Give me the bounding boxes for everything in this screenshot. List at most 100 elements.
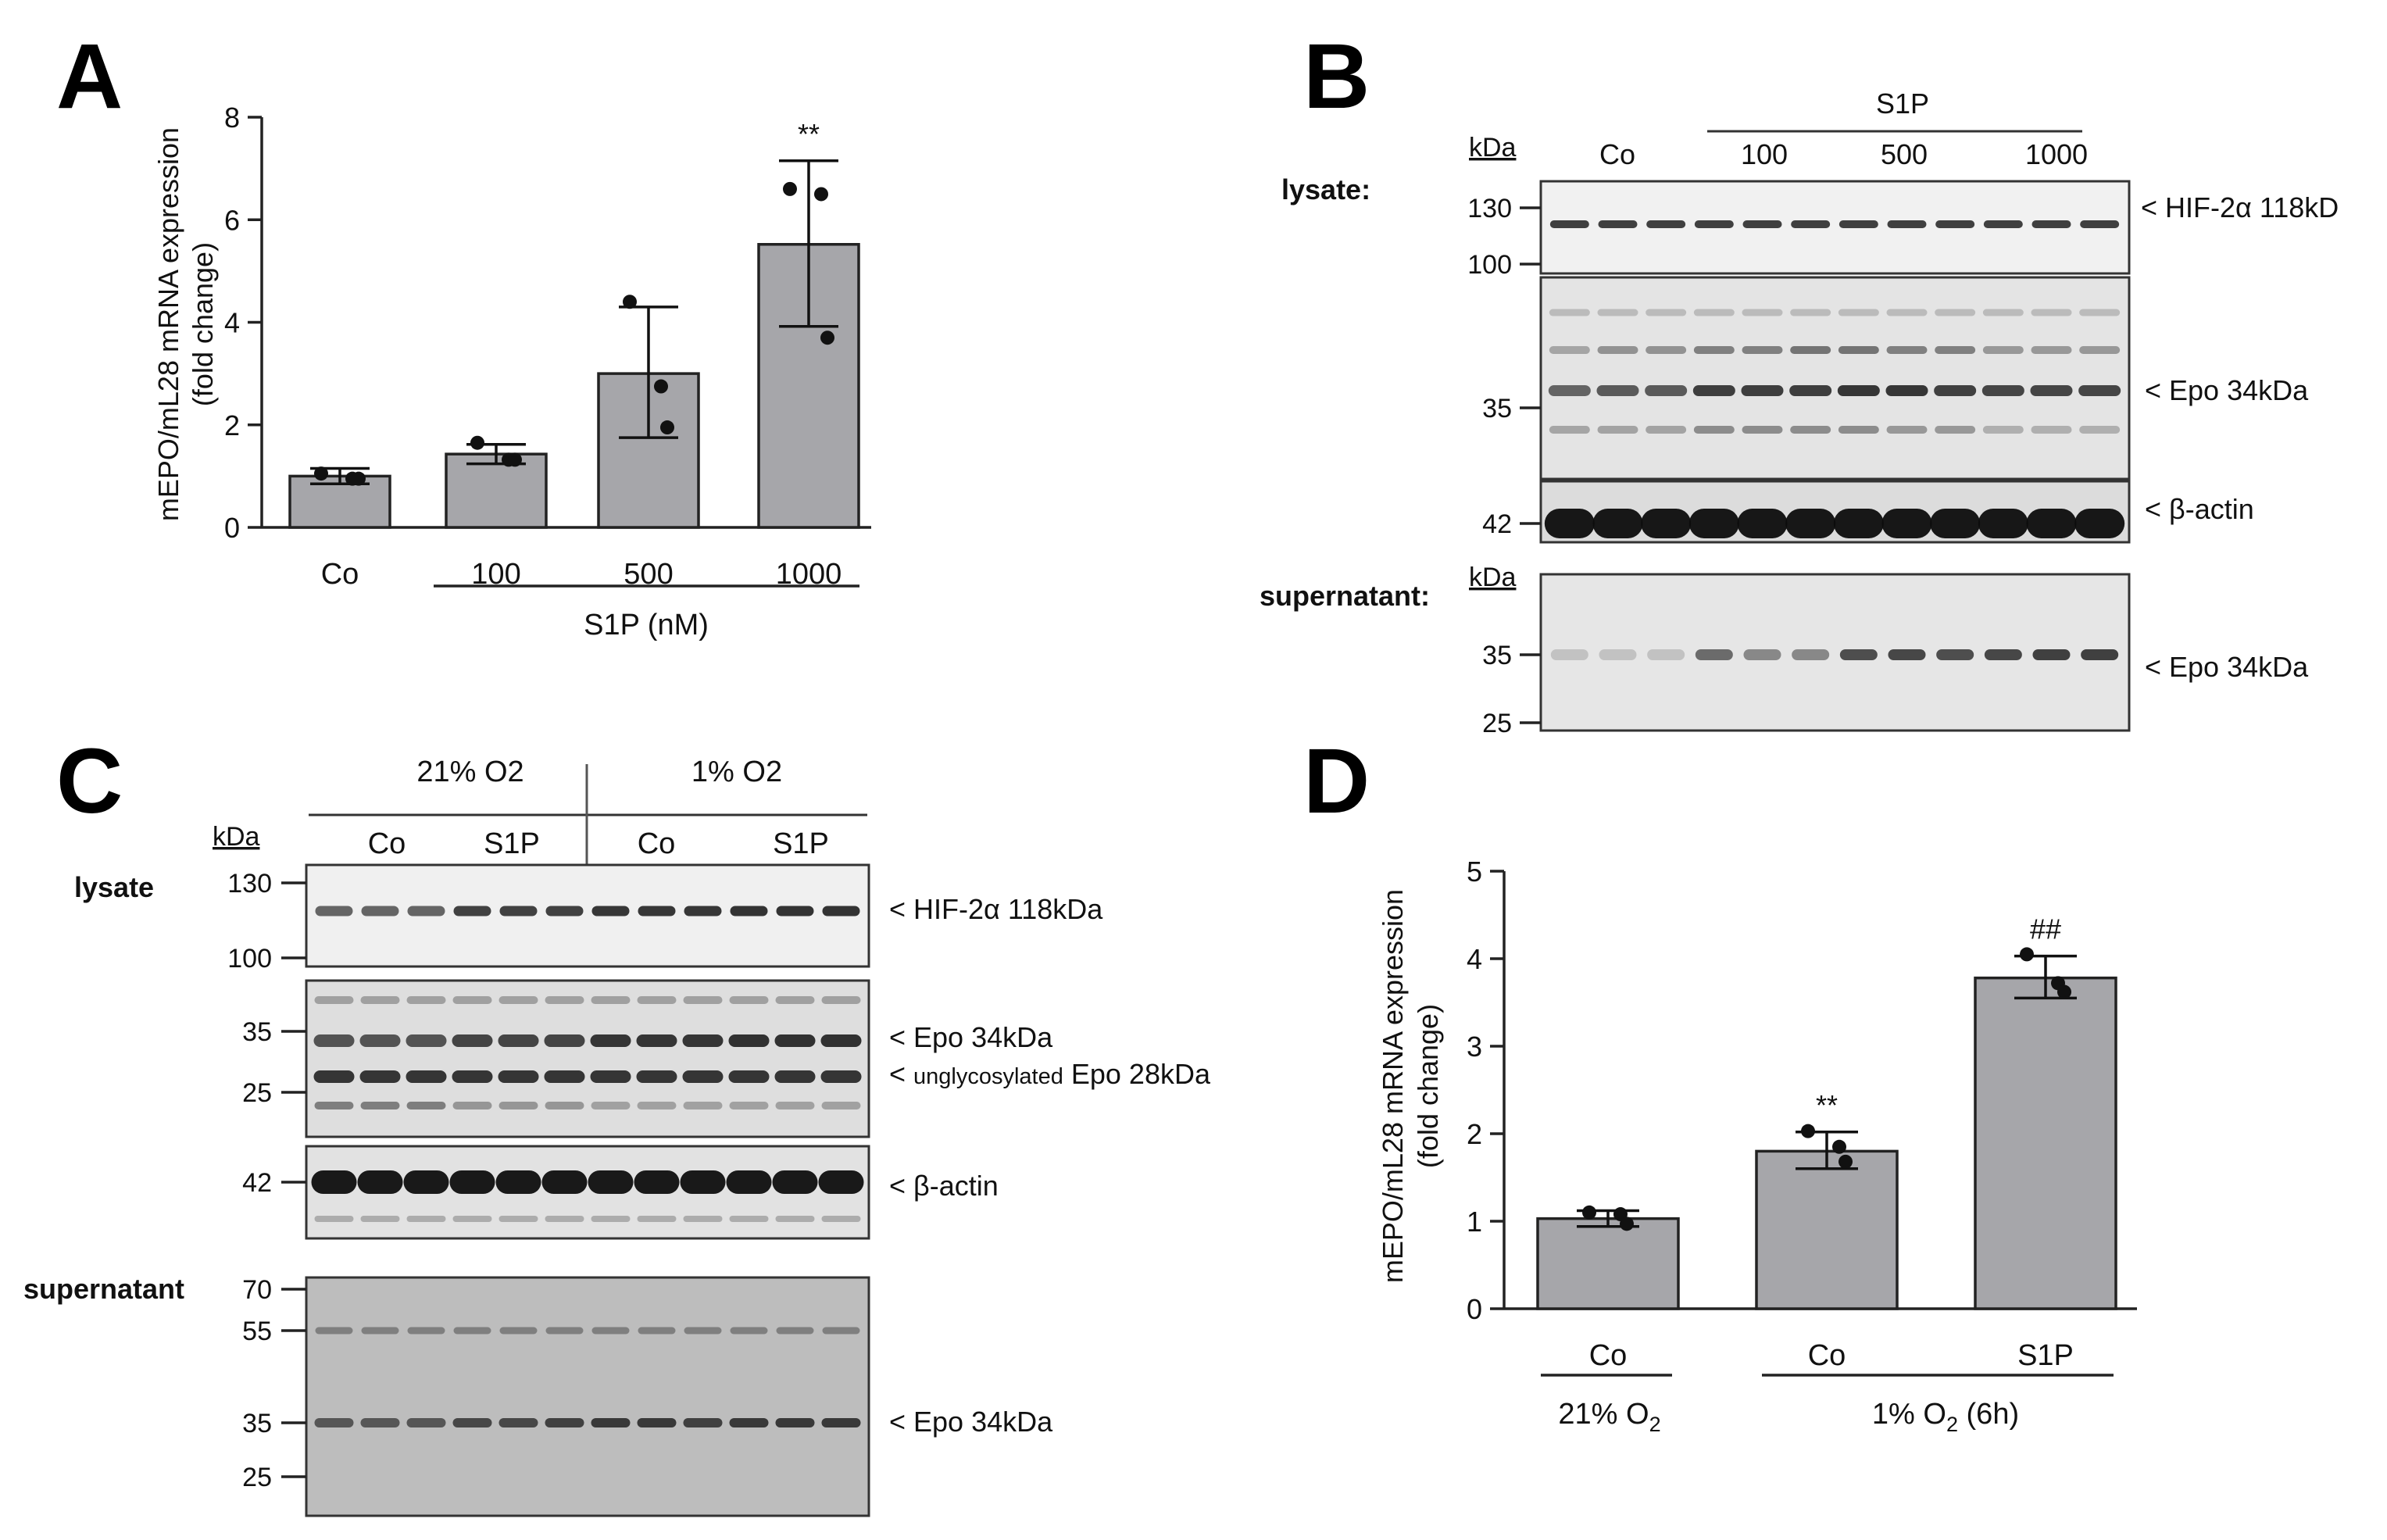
blot-c-epo-band-low <box>545 1102 584 1109</box>
blot-c-sup-band-55 <box>407 1327 445 1335</box>
chart-d-ytick-label: 2 <box>1467 1118 1482 1150</box>
blot-c-epo-band-34 <box>359 1034 401 1047</box>
blot-b-epo-band-main <box>1548 385 1591 396</box>
blot-b-hif-band <box>1838 220 1878 228</box>
blot-c-actin-strip <box>306 1146 869 1238</box>
blot-b-epo-band-mid <box>1935 346 1976 354</box>
chart-a-category-label: Co <box>321 558 359 591</box>
blot-c-sup-band-55 <box>776 1327 814 1335</box>
blot-b-treatment-label: S1P <box>1876 88 1929 120</box>
blot-b-epo-band-lower <box>2079 426 2121 434</box>
blot-c-epo-band-top <box>545 996 584 1004</box>
blot-c-hif-band <box>822 906 860 916</box>
blot-b-epo-band-main <box>1885 385 1928 396</box>
blot-c-marker-42: 42 <box>242 1168 272 1198</box>
blot-b-epo-band-lower <box>1838 426 1879 434</box>
blot-c-actin-band <box>772 1170 818 1194</box>
blot-b-actin-band <box>1592 509 1643 538</box>
blot-c-sup-epo-label: < Epo 34kDa <box>889 1406 1053 1438</box>
blot-b-epo-band-upper <box>1935 309 1976 316</box>
blot-c-condition-21: 21% O2 <box>416 756 523 788</box>
chart-d-plot: 0 1 2 3 4 5 Co Co ** S1P ## <box>1467 856 2137 1372</box>
blot-c-actin-band-lower <box>775 1216 815 1222</box>
panel-letter-b: B <box>1303 25 1370 128</box>
blot-b-actin-band <box>1881 509 1932 538</box>
blot-c-hif-band <box>499 906 538 916</box>
blot-c-sup-band-35 <box>637 1418 677 1427</box>
blot-c-actin-band <box>818 1170 864 1194</box>
blot-b-epo-band-lower <box>2031 426 2072 434</box>
blot-c-epo-band-34 <box>682 1034 724 1047</box>
blot-c-hif-band <box>361 906 399 916</box>
chart-a-ytick-label: 0 <box>224 512 240 544</box>
blot-b-sup-band <box>1839 649 1878 660</box>
blot-c-hif-band <box>315 906 353 916</box>
blot-c-marker-25: 25 <box>242 1078 272 1108</box>
chart-a-xlabel: S1P (nM) <box>584 609 709 641</box>
blot-b-actin-label: < β-actin <box>2145 493 2254 525</box>
blot-b-hif-strip <box>1541 181 2129 273</box>
blot-c-hif-band <box>453 906 491 916</box>
blot-c-sup-band-55 <box>315 1327 353 1335</box>
blot-c-epo-band-top <box>360 996 400 1004</box>
blot-c-sup-band-35 <box>683 1418 723 1427</box>
blot-b-sup-marker-25: 25 <box>1482 709 1512 738</box>
chart-d-significance: ** <box>1816 1089 1838 1121</box>
blot-c-actin-band-lower <box>591 1216 631 1222</box>
blot-b-sup-band <box>1984 649 2022 660</box>
blot-c-epo-band-low <box>314 1102 354 1109</box>
chart-a-ytick-label: 8 <box>224 102 240 134</box>
blot-b-epo-frame <box>1539 276 2131 481</box>
blot-c-epo-band-top <box>406 996 446 1004</box>
blot-c-kda: kDa <box>213 822 260 852</box>
chart-a-data-point <box>508 452 522 467</box>
chart-d-bar <box>1536 1217 1680 1310</box>
chart-d-bar <box>1755 1149 1899 1310</box>
blot-b-kda-sup: kDa <box>1469 563 1517 592</box>
chart-d-group-21-sub: 2 <box>1649 1413 1661 1436</box>
blot-b-epo-bands <box>1548 309 2121 434</box>
chart-a-ytick-label: 4 <box>224 307 240 339</box>
panel-letter-a: A <box>56 25 123 128</box>
blot-b-hif-band <box>1694 220 1734 228</box>
blot-c-epo-band-low <box>729 1102 769 1109</box>
chart-d-ytick-label: 0 <box>1467 1293 1482 1325</box>
chart-d-ylabel-line1: mEPO/mL28 mRNA expression <box>1377 889 1409 1283</box>
blot-c-epo-band-top <box>314 996 354 1004</box>
blot-c-condition-1: 1% O2 <box>691 756 782 788</box>
blot-b-epo-band-main <box>1645 385 1688 396</box>
blot-b-sup-band <box>1550 649 1588 660</box>
blot-c-epo-band-low <box>591 1102 631 1109</box>
chart-d-group-1-suffix: (6h) <box>1958 1398 2019 1431</box>
chart-a-ylabel-line2: (fold change) <box>187 242 219 406</box>
blot-c-sup-marker-70: 70 <box>242 1275 272 1305</box>
blot-c-actin-band-lower <box>637 1216 677 1222</box>
blot-b-actin-band <box>1833 509 1884 538</box>
blot-c-epo-band-34 <box>820 1034 862 1047</box>
blot-c-sup-band-55 <box>361 1327 399 1335</box>
blot-b-sup-band <box>2032 649 2071 660</box>
chart-a-data-point <box>783 181 797 196</box>
blot-c-actin-band <box>541 1170 588 1194</box>
blot-b-epo-band-lower <box>1646 426 1687 434</box>
blot-c-actin-band <box>680 1170 726 1194</box>
blot-c-hif-band <box>730 906 768 916</box>
blot-b-marker-42: 42 <box>1482 509 1512 539</box>
blot-c-actin-band-lower <box>821 1216 861 1222</box>
blot-c-epo-band-low <box>406 1102 446 1109</box>
blot-c-actin-band <box>726 1170 772 1194</box>
blot-c-epo-band-top <box>821 996 861 1004</box>
blot-b-hif-band <box>1983 220 2023 228</box>
blot-c-actin-band <box>588 1170 634 1194</box>
blot-c-sup-band-55 <box>730 1327 768 1335</box>
chart-d-data-point <box>1832 1139 1846 1154</box>
blot-b-hif-band <box>1598 220 1638 228</box>
blot-b-epo-band-mid <box>1646 346 1687 354</box>
blot-b-actin-band <box>1978 509 2028 538</box>
blot-b-epo-band-main <box>2030 385 2073 396</box>
blot-c-hif-band <box>545 906 584 916</box>
chart-d-data-point <box>1582 1205 1596 1220</box>
blot-c-epo-band-low <box>775 1102 815 1109</box>
blot-b-epo-band-main <box>1741 385 1784 396</box>
